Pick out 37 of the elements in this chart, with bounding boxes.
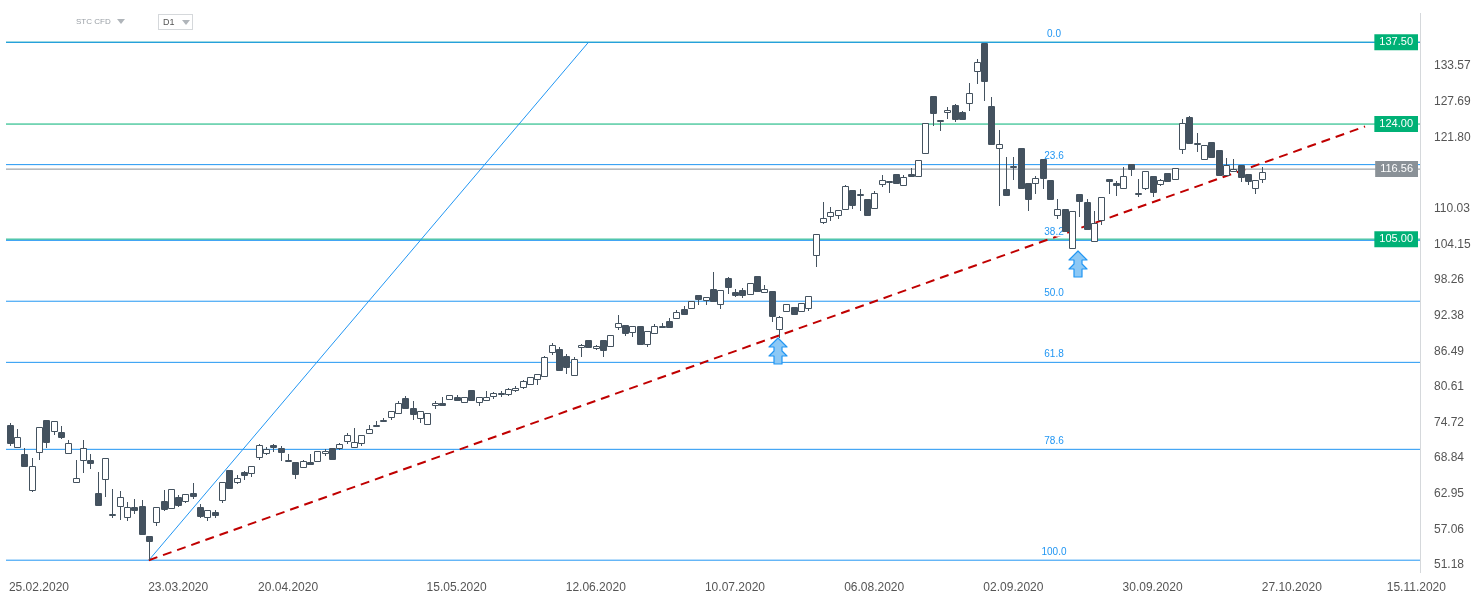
- y-tick-label: 80.61: [1434, 379, 1465, 394]
- y-tick-label: 92.38: [1434, 307, 1465, 322]
- x-tick-label: 06.08.2020: [844, 579, 905, 594]
- x-tick-label: 23.03.2020: [148, 579, 209, 594]
- y-tick-label: 62.95: [1434, 486, 1465, 501]
- ref-line-label: 105.00: [1379, 232, 1414, 245]
- x-tick-label: 25.02.2020: [8, 579, 70, 594]
- y-tick-label: 68.84: [1434, 450, 1465, 465]
- annotation: 23.6: [1044, 150, 1065, 162]
- x-tick-label: 02.09.2020: [983, 579, 1044, 594]
- annotation: D1: [158, 14, 193, 30]
- ref-line-label: 137.50: [1379, 35, 1414, 48]
- y-tick-label: 110.03: [1434, 200, 1471, 215]
- y-tick-label: 121.80: [1434, 129, 1472, 144]
- x-tick-label: 30.09.2020: [1122, 579, 1183, 594]
- y-tick-label: 104.15: [1434, 236, 1472, 251]
- x-tick-label: 15.11.2020: [1386, 579, 1447, 594]
- annotation: 61.8: [1044, 348, 1065, 360]
- x-tick-label: 20.04.2020: [258, 579, 319, 594]
- annotation: 50.0: [1044, 286, 1065, 298]
- x-tick-label: 27.10.2020: [1261, 579, 1323, 594]
- ref-line-label: 124.00: [1379, 117, 1414, 130]
- x-tick-label: 12.06.2020: [565, 579, 627, 594]
- y-tick-label: 51.18: [1434, 557, 1465, 572]
- annotation: STC CFD: [76, 17, 111, 26]
- y-tick-label: 133.57: [1434, 58, 1472, 73]
- x-tick-label: 10.07.2020: [704, 579, 766, 594]
- annotation: 78.6: [1044, 435, 1065, 447]
- annotation: 100.0: [1041, 545, 1067, 557]
- y-tick-label: 74.72: [1434, 414, 1465, 429]
- y-tick-label: 86.49: [1434, 343, 1465, 358]
- y-tick-label: 98.26: [1434, 272, 1465, 287]
- ref-line-label: 116.56: [1380, 162, 1413, 175]
- y-tick-label: 127.69: [1434, 94, 1472, 109]
- y-tick-label: 57.06: [1434, 521, 1465, 536]
- annotation: 0.0: [1047, 28, 1062, 40]
- x-tick-label: 15.05.2020: [426, 579, 487, 594]
